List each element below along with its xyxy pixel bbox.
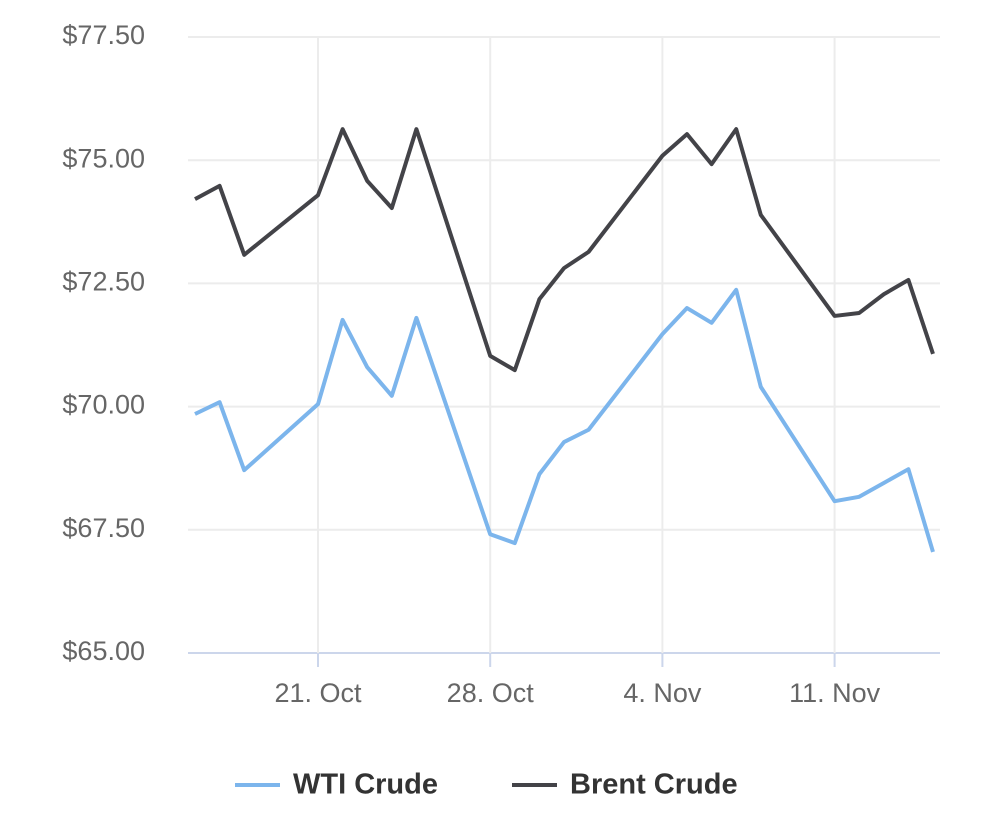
- legend-label: WTI Crude: [293, 769, 438, 801]
- x-tick-label: 4. Nov: [623, 678, 702, 708]
- y-tick-label: $67.50: [62, 513, 145, 543]
- y-tick-label: $77.50: [62, 20, 145, 50]
- x-tick-label: 28. Oct: [447, 678, 535, 708]
- y-tick-label: $72.50: [62, 267, 145, 297]
- y-tick-label: $65.00: [62, 636, 145, 666]
- data-line: [194, 127, 935, 373]
- y-tick-label: $75.00: [62, 143, 145, 173]
- legend-label: Brent Crude: [570, 769, 738, 801]
- x-tick-label: 21. Oct: [274, 678, 362, 708]
- data-line: [194, 287, 935, 553]
- y-tick-label: $70.00: [62, 390, 145, 420]
- x-tick-label: 11. Nov: [789, 678, 881, 708]
